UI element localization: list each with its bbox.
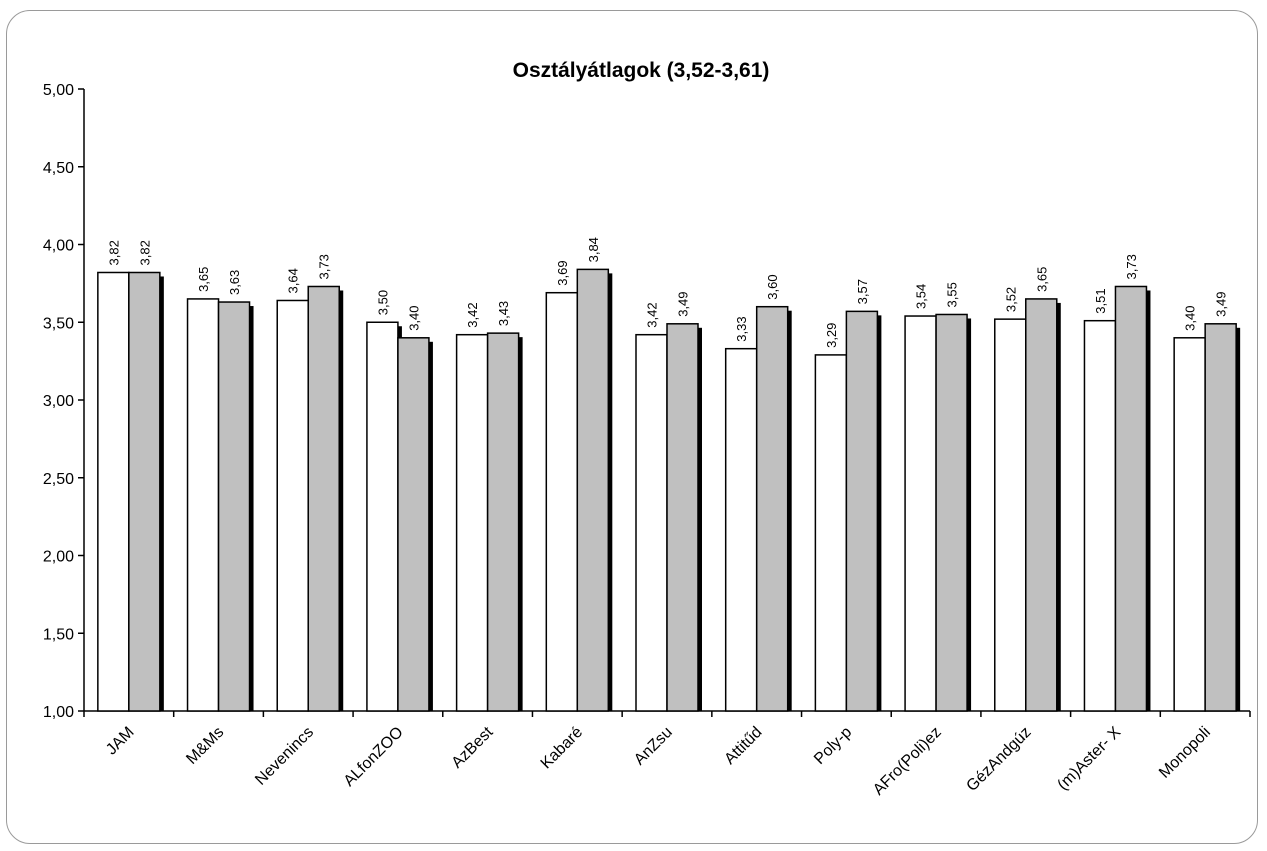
data-label: 3,64	[286, 268, 301, 293]
bar	[307, 285, 340, 712]
bar	[666, 323, 699, 712]
x-tick-label: Attitűd	[721, 724, 765, 768]
x-tick-label: ALfonZOO	[341, 724, 407, 790]
x-tick-label: Monopoli	[1156, 724, 1214, 782]
data-label: 3,40	[1183, 305, 1198, 330]
data-label: 3,50	[375, 290, 390, 315]
data-label: 3,33	[734, 316, 749, 341]
bar	[935, 313, 968, 712]
data-label: 3,73	[317, 254, 332, 279]
bar	[486, 332, 520, 712]
bar	[1173, 337, 1206, 712]
bar	[186, 298, 220, 712]
bar	[366, 321, 399, 712]
y-tick-label: 1,50	[43, 626, 74, 643]
bar	[994, 318, 1027, 712]
y-tick-label: 2,00	[43, 549, 74, 566]
data-label: 3,73	[1124, 254, 1139, 279]
bar	[1114, 285, 1148, 712]
data-label: 3,82	[137, 240, 152, 265]
data-label: 3,65	[1034, 267, 1049, 292]
x-tick-label: (m)Aster- X	[1054, 724, 1124, 794]
data-label: 3,55	[945, 282, 960, 307]
x-tick-label: JAM	[103, 724, 138, 759]
bar	[635, 333, 668, 712]
value-labels: 3,82 3,82 3,65 3,63 3,64 3,73 3,50 3,40 3,42 3,43…	[106, 237, 1228, 348]
bar	[845, 310, 879, 712]
bar	[397, 337, 430, 712]
y-tick-label: 5,00	[43, 82, 74, 99]
bar	[217, 301, 251, 712]
bar	[128, 271, 161, 712]
data-label: 3,63	[227, 270, 242, 295]
x-tick-label: GézAndgúz	[963, 724, 1034, 795]
data-label: 3,42	[465, 302, 480, 327]
data-label: 3,42	[645, 302, 660, 327]
data-label: 3,54	[914, 284, 929, 309]
data-label: 3,40	[406, 305, 421, 330]
y-tick-label: 2,50	[43, 471, 74, 488]
y-tick-label: 4,50	[43, 160, 74, 177]
x-tick-label: AzBest	[449, 723, 497, 771]
data-label: 3,43	[496, 301, 511, 326]
x-tick-label: AFro(Poli)ez	[870, 724, 945, 799]
data-label: 3,52	[1003, 287, 1018, 312]
bar	[1083, 319, 1117, 712]
y-tick-label: 1,00	[43, 704, 74, 721]
data-label: 3,49	[1214, 291, 1229, 316]
data-label: 3,69	[555, 260, 570, 285]
bar	[97, 271, 130, 712]
x-tick-label: AnZsu	[631, 724, 676, 769]
bar	[904, 315, 937, 712]
y-tick-label: 3,50	[43, 315, 74, 332]
data-label: 3,29	[824, 323, 839, 348]
bars	[97, 268, 1241, 712]
bar	[755, 305, 789, 712]
chart-title: Osztályátlagok (3,52-3,61)	[513, 59, 770, 82]
data-label: 3,60	[765, 274, 780, 299]
y-tick-label: 3,00	[43, 393, 74, 410]
bar	[576, 268, 610, 712]
bar	[545, 291, 579, 712]
bar	[724, 347, 758, 712]
bar	[455, 333, 489, 712]
bar	[276, 299, 309, 712]
bar	[814, 354, 848, 712]
data-label: 3,57	[855, 279, 870, 304]
data-label: 3,49	[676, 291, 691, 316]
x-tick-label: Poly-p	[811, 724, 855, 768]
y-tick-label: 4,00	[43, 238, 74, 255]
bar	[1204, 323, 1237, 712]
x-tick-label: Nevenincs	[252, 724, 317, 789]
data-label: 3,82	[106, 240, 121, 265]
data-label: 3,51	[1093, 288, 1108, 313]
bar	[1025, 298, 1058, 712]
data-label: 3,84	[586, 237, 601, 262]
data-label: 3,65	[196, 267, 211, 292]
x-tick-label: Kabaré	[538, 724, 587, 773]
x-tick-label: M&Ms	[183, 724, 227, 768]
